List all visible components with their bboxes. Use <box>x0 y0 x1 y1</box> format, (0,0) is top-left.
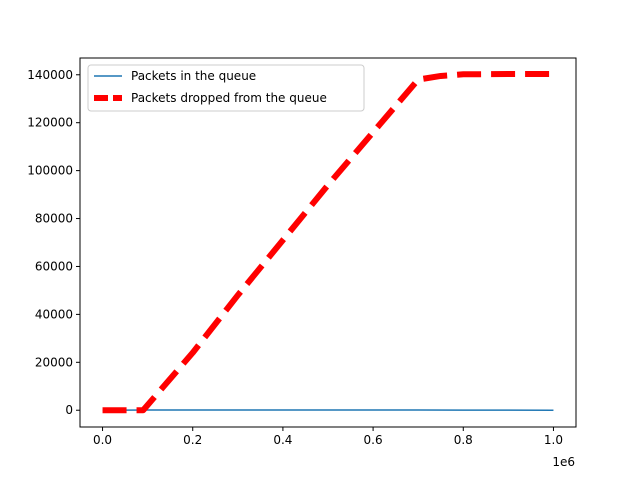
legend-label-packets-in-queue: Packets in the queue <box>131 69 256 83</box>
y-tick-label: 100000 <box>27 164 73 178</box>
x-tick-label: 0.8 <box>454 433 473 447</box>
legend-label-packets-dropped: Packets dropped from the queue <box>131 91 327 105</box>
legend: Packets in the queue Packets dropped from… <box>87 64 365 112</box>
series-layer <box>102 71 554 414</box>
x-offset-label: 1e6 <box>552 455 575 469</box>
axes-frame <box>79 57 577 428</box>
y-tick-label: 140000 <box>27 68 73 82</box>
y-tick-label: 80000 <box>35 212 73 226</box>
y-axis-ticks: 0 20000 40000 60000 80000 100000 120000 140000 <box>27 68 80 417</box>
x-tick-label: 1.0 <box>544 433 563 447</box>
y-tick-label: 40000 <box>35 307 73 321</box>
x-tick-label: 0.0 <box>93 433 112 447</box>
series-line-packets-dropped <box>102 71 554 414</box>
y-tick-label: 20000 <box>35 355 73 369</box>
x-tick-label: 0.4 <box>273 433 292 447</box>
y-tick-label: 120000 <box>27 116 73 130</box>
x-axis-ticks: 0.0 0.2 0.4 0.6 0.8 1.0 <box>93 427 563 447</box>
x-tick-label: 0.6 <box>364 433 383 447</box>
y-tick-label: 0 <box>65 403 73 417</box>
x-tick-label: 0.2 <box>183 433 202 447</box>
legend-box <box>87 64 365 112</box>
y-tick-label: 60000 <box>35 259 73 273</box>
